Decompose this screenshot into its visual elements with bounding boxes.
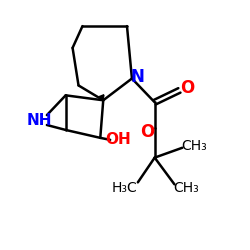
Text: H₃C: H₃C bbox=[111, 181, 137, 195]
Text: CH₃: CH₃ bbox=[181, 139, 207, 153]
Text: N: N bbox=[131, 68, 145, 86]
Text: O: O bbox=[180, 80, 194, 98]
Text: CH₃: CH₃ bbox=[174, 181, 199, 195]
Text: OH: OH bbox=[105, 132, 131, 147]
Text: O: O bbox=[140, 123, 154, 141]
Text: NH: NH bbox=[26, 112, 52, 128]
